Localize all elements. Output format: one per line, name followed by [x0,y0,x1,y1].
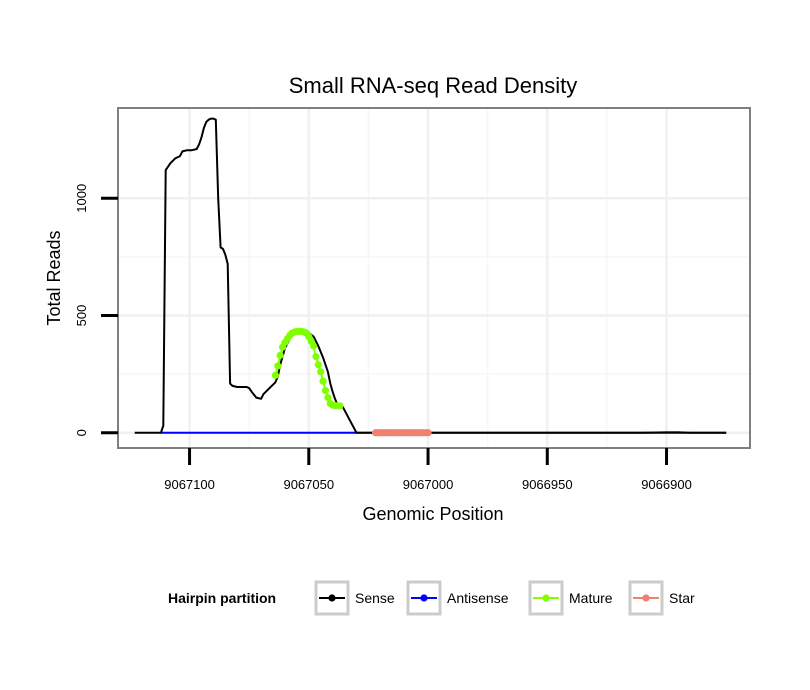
sense-line [134,117,727,434]
x-tick-label: 9067000 [403,477,454,492]
x-tick-label: 9067100 [164,477,215,492]
x-axis-title: Genomic Position [362,504,503,524]
legend-title: Hairpin partition [168,590,276,606]
x-tick-label: 9067050 [283,477,334,492]
mature-point [276,351,284,359]
star-point [424,429,432,437]
legend-label-star: Star [669,590,695,606]
legend-label-mature: Mature [569,590,613,606]
legend: Hairpin partition Sense Antisense Mature St… [168,580,695,616]
mature-point [274,362,282,370]
legend-point-antisense [420,594,428,602]
mature-point [336,402,344,410]
y-tick-label: 500 [74,305,89,327]
plot-panel [117,107,751,449]
legend-point-sense [328,594,336,602]
mature-point [312,352,320,361]
mature-point [317,368,325,376]
y-tick-label: 1000 [74,184,89,213]
mature-point [319,377,327,385]
mature-point [271,371,280,379]
series-layer [134,117,727,437]
x-tick-label: 9066950 [522,477,573,492]
x-tick-label: 9066900 [641,477,692,492]
legend-point-mature [542,594,550,602]
legend-point-star [642,594,650,602]
mature-point [321,386,330,395]
y-axis-title: Total Reads [44,230,64,325]
chart-title: Small RNA-seq Read Density [289,73,578,98]
legend-label-sense: Sense [355,590,395,606]
mature-point [314,361,322,369]
axes: 9067100 9067050 9067000 9066950 9066900 0 500 1… [74,184,692,492]
mature-point [324,393,332,402]
y-tick-label: 0 [74,429,89,436]
mature-point [309,342,318,350]
legend-label-antisense: Antisense [447,590,509,606]
